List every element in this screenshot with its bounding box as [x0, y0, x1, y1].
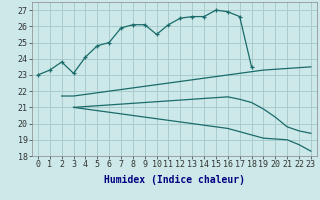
- X-axis label: Humidex (Indice chaleur): Humidex (Indice chaleur): [104, 175, 245, 185]
